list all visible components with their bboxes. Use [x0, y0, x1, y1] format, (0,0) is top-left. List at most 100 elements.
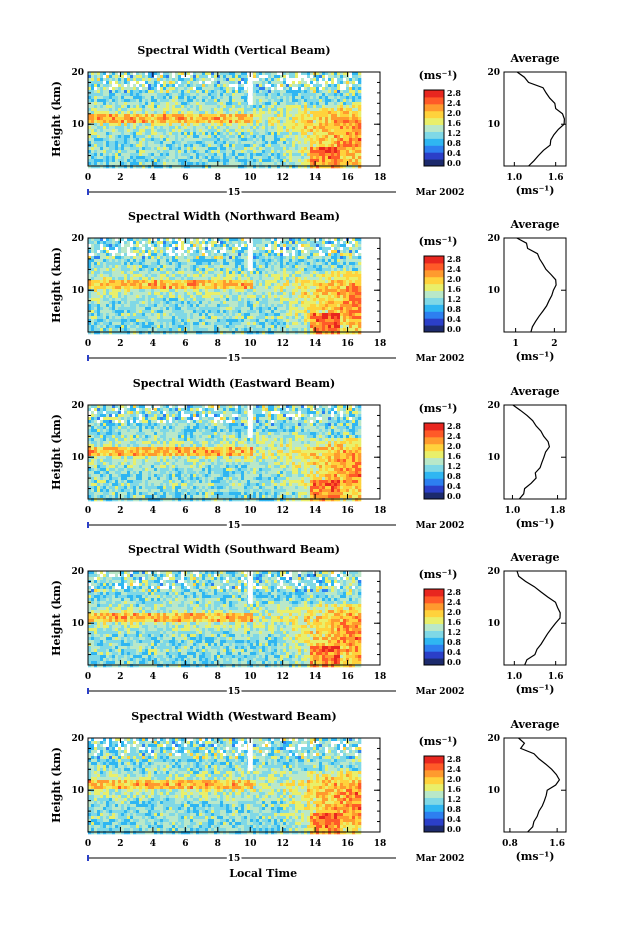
colorbar-swatch	[424, 630, 444, 638]
colorbar-swatch	[424, 269, 444, 278]
average-y-tick-label: 20	[487, 734, 500, 744]
y-tick-label: 20	[71, 567, 84, 577]
colorbar-swatch	[424, 492, 444, 500]
colorbar-swatch	[424, 159, 444, 167]
colorbar-tick-label: 2.4	[447, 98, 461, 108]
x-tick-label: 4	[150, 672, 156, 682]
colorbar-frame	[423, 422, 445, 500]
heatmap-cells	[88, 571, 362, 668]
colorbar-tick-label: 1.6	[447, 451, 461, 461]
average-profile: Average 10 20 1.0 1.6(ms⁻¹)	[487, 52, 567, 197]
colorbar-unit: (ms⁻¹)	[419, 235, 458, 248]
x-tick-label: 16	[341, 839, 354, 849]
colorbar-swatch	[424, 110, 444, 119]
panel-title: Spectral Width (Northward Beam)	[128, 210, 340, 223]
colorbar-tick-label: 1.2	[447, 294, 461, 304]
x-tick-label: 12	[276, 672, 289, 682]
colorbar-tick-label: 0.8	[447, 138, 461, 148]
x-tick-label: 10	[244, 173, 257, 183]
x-tick-label: 18	[374, 173, 387, 183]
colorbar-tick-label: 0.0	[447, 824, 461, 834]
colorbar-swatch	[424, 769, 444, 778]
x-tick-label: 10	[244, 672, 257, 682]
colorbar-tick-label: 1.2	[447, 128, 461, 138]
colorbar-tick-label: 2.8	[447, 754, 461, 764]
colorbar-swatch	[424, 478, 444, 486]
colorbar-unit: (ms⁻¹)	[419, 735, 458, 748]
colorbar-swatch	[424, 423, 444, 431]
panel-title: Spectral Width (Southward Beam)	[128, 543, 340, 556]
average-profile: Average 10 20 1.0 1.8(ms⁻¹)	[487, 385, 567, 530]
x-tick-label: 6	[182, 672, 188, 682]
y-tick-label: 20	[71, 68, 84, 78]
colorbar-tick-label: 1.2	[447, 794, 461, 804]
y-tick-label: 10	[71, 120, 84, 130]
colorbar: (ms⁻¹) 0.00.40.81.21.62.02.42.8	[419, 568, 462, 667]
colorbar-swatch	[424, 138, 444, 146]
colorbar-swatch	[424, 276, 444, 285]
x-tick-label: 6	[182, 339, 188, 349]
average-line	[516, 237, 557, 333]
x-tick-label: 2	[117, 672, 123, 682]
heatmap-cells	[88, 238, 362, 335]
colorbar-swatch	[424, 152, 444, 160]
colorbar-tick-label: 2.4	[447, 597, 461, 607]
average-y-tick-label: 10	[487, 120, 500, 130]
x-axis-label: Local Time	[229, 867, 297, 880]
colorbar-swatch	[424, 756, 444, 764]
x-tick-label: 18	[374, 339, 387, 349]
panel-2: Spectral Width (Northward Beam)1020Heigh…	[50, 210, 567, 366]
average-profile: Average 10 20 1 2(ms⁻¹)	[487, 218, 567, 363]
colorbar-tick-label: 0.8	[447, 304, 461, 314]
average-x-tick-label: 2	[551, 339, 557, 349]
average-y-tick-label: 10	[487, 619, 500, 629]
colorbar-swatch	[424, 602, 444, 611]
day-label: 15	[228, 354, 241, 364]
date-label: Mar 2002	[416, 687, 465, 697]
average-title: Average	[509, 385, 559, 398]
colorbar-tick-label: 1.6	[447, 784, 461, 794]
average-y-tick-label: 20	[487, 567, 500, 577]
average-x-tick-label: 1.6	[548, 672, 564, 682]
average-title: Average	[509, 52, 559, 65]
x-tick-label: 0	[85, 839, 91, 849]
colorbar-swatch	[424, 256, 444, 264]
x-tick-label: 0	[85, 506, 91, 516]
x-tick-label: 6	[182, 173, 188, 183]
colorbar-tick-label: 0.0	[447, 158, 461, 168]
data-gap	[247, 738, 253, 771]
colorbar-swatch	[424, 825, 444, 833]
colorbar-swatch	[424, 117, 444, 126]
average-line	[512, 404, 551, 500]
colorbar-swatch	[424, 145, 444, 153]
colorbar-swatch	[424, 776, 444, 785]
heatmap-cells	[88, 738, 362, 835]
colorbar-swatch	[424, 429, 444, 438]
date-label: Mar 2002	[416, 354, 465, 364]
average-y-tick-label: 10	[487, 786, 500, 796]
y-tick-label: 10	[71, 619, 84, 629]
plot-frame	[87, 737, 381, 833]
colorbar-unit: (ms⁻¹)	[419, 402, 458, 415]
average-title: Average	[509, 218, 559, 231]
colorbar-swatch	[424, 811, 444, 819]
colorbar-swatch	[424, 124, 444, 132]
colorbar-tick-label: 0.4	[447, 148, 461, 158]
y-axis-label: Height (km)	[50, 414, 63, 490]
date-label: Mar 2002	[416, 188, 465, 198]
colorbar-swatch	[424, 443, 444, 452]
colorbar-swatch	[424, 318, 444, 326]
x-tick-label: 10	[244, 339, 257, 349]
x-tick-label: 4	[150, 839, 156, 849]
x-tick-label: 16	[341, 173, 354, 183]
average-title: Average	[509, 551, 559, 564]
panel-title: Spectral Width (Eastward Beam)	[133, 377, 335, 390]
colorbar-swatch	[424, 96, 444, 105]
x-tick-label: 8	[215, 173, 221, 183]
average-x-tick-label: 1.8	[550, 506, 566, 516]
plot-frame	[87, 570, 381, 666]
average-y-tick-label: 10	[487, 286, 500, 296]
average-frame	[503, 404, 567, 500]
average-unit: (ms⁻¹)	[516, 184, 555, 197]
